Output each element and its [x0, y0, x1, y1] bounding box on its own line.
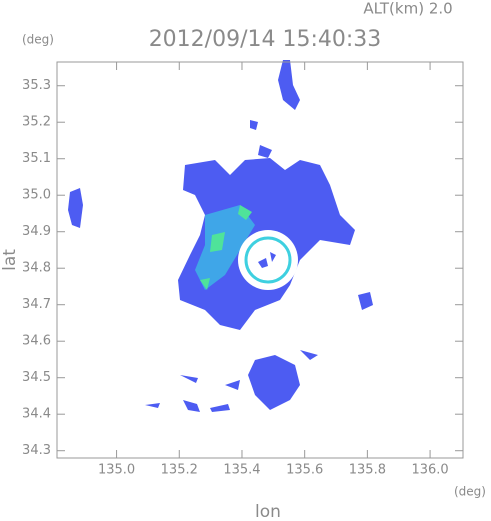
x-tick-label: 135.6 [286, 463, 323, 478]
y-tick-label: 34.7 [22, 297, 51, 312]
plot-frame [56, 61, 464, 459]
x-tick-label: 135.8 [349, 463, 386, 478]
y-axis-label: lat [0, 249, 20, 271]
x-tick-label: 135.2 [161, 463, 198, 478]
y-unit: (deg) [22, 33, 54, 47]
y-tick-label: 35.3 [22, 78, 51, 93]
y-tick-label: 34.5 [22, 370, 51, 385]
y-tick-label: 34.9 [22, 224, 51, 239]
y-tick-label: 34.4 [22, 407, 51, 422]
y-tick-label: 35.2 [22, 115, 51, 130]
x-tick-label: 136.0 [411, 463, 448, 478]
y-tick-label: 35.1 [22, 151, 51, 166]
y-tick-label: 34.6 [22, 334, 51, 349]
chart-title: 2012/09/14 15:40:33 [149, 27, 382, 52]
x-tick-label: 135.0 [98, 463, 135, 478]
chart-subtitle: ALT(km) 2.0 [363, 0, 452, 18]
radar-echo [68, 60, 373, 412]
y-tick-label: 35.0 [22, 188, 51, 203]
y-tick-label: 34.3 [22, 443, 51, 458]
x-unit: (deg) [454, 485, 486, 499]
x-tick-label: 135.4 [223, 463, 260, 478]
y-tick-label: 34.8 [22, 261, 51, 276]
x-axis-label: lon [255, 502, 281, 521]
